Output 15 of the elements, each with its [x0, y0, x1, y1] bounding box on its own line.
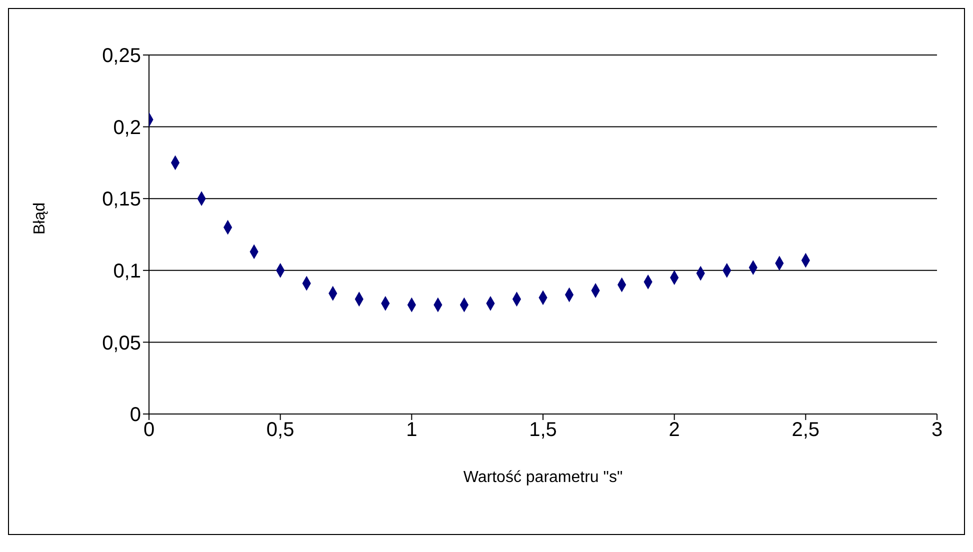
x-tick-label: 2,5: [792, 419, 820, 442]
y-tick-label: 0,1: [113, 260, 141, 282]
y-tick-label: 0,25: [102, 45, 141, 68]
y-tick-label: 0: [130, 404, 141, 426]
y-tick-label: 0,05: [102, 332, 141, 354]
y-tick-label: 0,15: [102, 188, 141, 211]
x-tick-label: 2: [668, 419, 680, 442]
x-tick-label: 3: [931, 419, 943, 442]
x-tick-label: 1: [406, 419, 418, 442]
y-axis-title: Błąd: [32, 202, 49, 234]
x-tick-label: 0,5: [266, 419, 294, 442]
x-tick-label: 0: [143, 419, 155, 442]
y-tick-label: 0,2: [113, 116, 141, 139]
x-axis-title: Wartość parametru "s": [463, 469, 623, 486]
x-tick-label: 1,5: [529, 419, 557, 442]
